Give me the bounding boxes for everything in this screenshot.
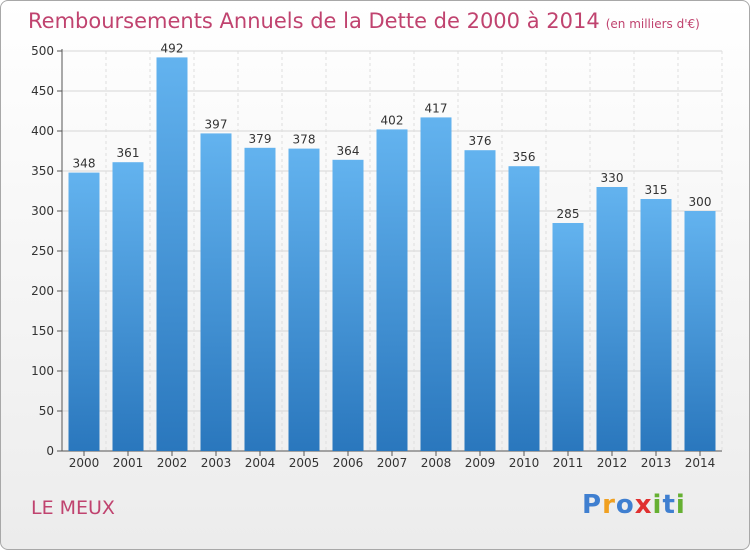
x-tick-label: 2001 — [113, 456, 144, 470]
bar-2001 — [112, 162, 144, 451]
commune-name: LE MEUX — [31, 497, 115, 519]
data-label: 285 — [557, 207, 580, 221]
bar-2003 — [200, 133, 232, 451]
data-label: 402 — [381, 113, 404, 127]
bar-2008 — [420, 117, 452, 452]
bar-2012 — [596, 187, 628, 451]
data-label: 417 — [425, 101, 448, 115]
y-tick-label: 150 — [31, 324, 54, 338]
x-tick-label: 2004 — [245, 456, 276, 470]
chart-title-text: Remboursements Annuels de la Dette de 20… — [28, 9, 600, 33]
bars — [68, 57, 716, 452]
x-tick-label: 2008 — [421, 456, 452, 470]
logo-letter: t — [662, 490, 676, 520]
x-tick-label: 2003 — [201, 456, 232, 470]
bar-2011 — [552, 223, 584, 451]
logo-letter: i — [675, 490, 686, 520]
x-tick-label: 2012 — [597, 456, 628, 470]
data-label: 378 — [293, 133, 316, 147]
data-label: 356 — [513, 150, 536, 164]
x-tick-label: 2006 — [333, 456, 364, 470]
x-tick-label: 2000 — [69, 456, 100, 470]
bar-2004 — [244, 147, 276, 452]
data-label: 361 — [117, 146, 140, 160]
logo-letter: x — [634, 490, 653, 520]
data-labels: 348 361 492 397 379 378 364 402 417 376 356 285 330 3… — [73, 41, 712, 221]
axes: 0 50 100 150 200 250 300 350 400 450 500 2000 2001 20… — [31, 44, 722, 470]
x-tick-label: 2011 — [553, 456, 584, 470]
data-label: 376 — [469, 134, 492, 148]
logo-letter: o — [615, 490, 635, 520]
bar-2013 — [640, 199, 672, 451]
bar-2000 — [68, 172, 100, 451]
logo-letter: i — [652, 490, 663, 520]
y-tick-label: 250 — [31, 244, 54, 258]
y-tick-label: 200 — [31, 284, 54, 298]
y-tick-label: 500 — [31, 44, 54, 58]
bar-2002 — [156, 57, 188, 452]
x-tick-label: 2002 — [157, 456, 188, 470]
logo-letter: r — [602, 490, 616, 520]
data-label: 300 — [689, 195, 712, 209]
data-label: 492 — [161, 41, 184, 55]
bar-2006 — [332, 159, 364, 452]
y-tick-label: 400 — [31, 124, 54, 138]
unit-note: (en milliers d'€) — [605, 17, 700, 31]
data-label: 330 — [601, 171, 624, 185]
x-tick-label: 2009 — [465, 456, 496, 470]
x-tick-label: 2010 — [509, 456, 540, 470]
data-label: 397 — [205, 117, 228, 131]
y-tick-label: 100 — [31, 364, 54, 378]
bar-2009 — [464, 150, 496, 451]
data-label: 364 — [337, 144, 360, 158]
data-label: 315 — [645, 183, 668, 197]
y-tick-label: 450 — [31, 84, 54, 98]
x-tick-label: 2005 — [289, 456, 320, 470]
data-label: 348 — [73, 157, 96, 171]
y-tick-label: 350 — [31, 164, 54, 178]
x-tick-label: 2007 — [377, 456, 408, 470]
chart-title: Remboursements Annuels de la Dette de 20… — [28, 9, 700, 33]
logo-letter: P — [582, 490, 603, 520]
y-tick-label: 0 — [46, 444, 54, 458]
bar-2005 — [288, 148, 320, 451]
x-tick-label: 2014 — [685, 456, 716, 470]
bar-2010 — [508, 166, 540, 451]
x-tick-label: 2013 — [641, 456, 672, 470]
y-tick-label: 50 — [39, 404, 54, 418]
proxiti-logo: Proxiti — [582, 490, 686, 520]
data-label: 379 — [249, 132, 272, 146]
bar-2007 — [376, 129, 408, 451]
bar-2014 — [684, 211, 716, 451]
y-tick-label: 300 — [31, 204, 54, 218]
